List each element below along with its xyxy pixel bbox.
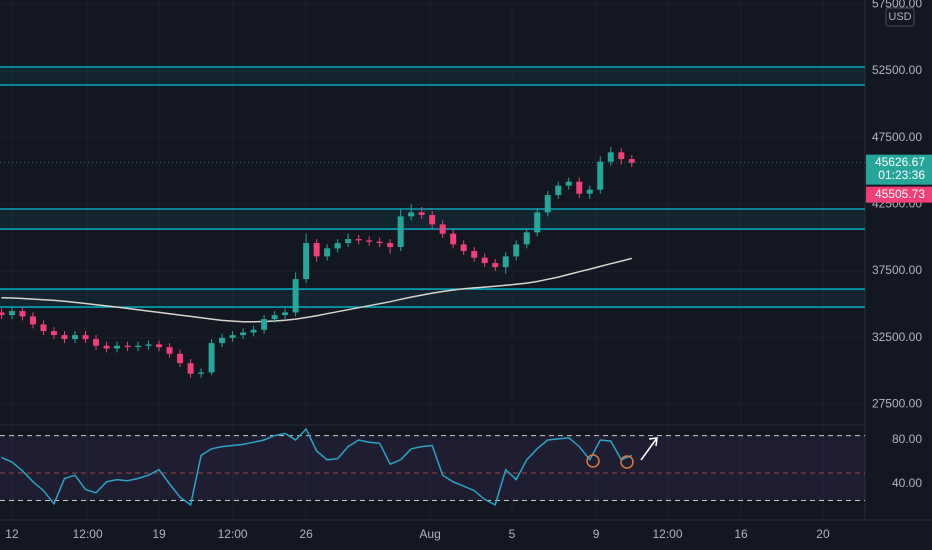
annotation-circle bbox=[586, 454, 600, 468]
candle-body bbox=[219, 337, 226, 344]
candle-body bbox=[135, 345, 142, 348]
candle-body bbox=[271, 315, 278, 320]
currency: USD bbox=[888, 11, 911, 23]
candle-body bbox=[586, 189, 593, 194]
candle-body bbox=[618, 152, 625, 160]
candle-body bbox=[198, 372, 205, 374]
zone-fill bbox=[0, 66, 865, 85]
candle-body bbox=[103, 345, 110, 349]
annotation-arrow bbox=[640, 437, 658, 461]
candle-body bbox=[145, 344, 152, 346]
y-tick-label: 27500.00 bbox=[872, 397, 922, 411]
candle-body bbox=[513, 244, 520, 257]
x-tick-label: 12:00 bbox=[218, 527, 248, 541]
candle-body bbox=[345, 239, 352, 244]
y-tick-label: 32500.00 bbox=[872, 330, 922, 344]
candle-body bbox=[460, 244, 467, 252]
candle-body bbox=[93, 339, 100, 346]
candle-body bbox=[334, 243, 341, 249]
candle-body bbox=[607, 152, 614, 162]
candle-body bbox=[544, 195, 551, 213]
y-tick-label: 52500.00 bbox=[872, 63, 922, 77]
x-tick-label: 16 bbox=[734, 527, 748, 541]
candle-body bbox=[565, 181, 572, 186]
candle-body bbox=[40, 324, 47, 332]
candle-body bbox=[576, 181, 583, 194]
candle-body bbox=[313, 243, 320, 257]
candle-body bbox=[534, 212, 541, 233]
candle-body bbox=[208, 343, 215, 373]
x-tick-label: 12:00 bbox=[652, 527, 682, 541]
countdown-label: 01:23:36 bbox=[878, 168, 925, 182]
currency-box bbox=[885, 7, 915, 27]
candle-body bbox=[397, 216, 404, 248]
candle-body bbox=[450, 233, 457, 245]
rsi-tick-label: 80.00 bbox=[892, 432, 922, 446]
candle-body bbox=[376, 241, 383, 244]
main-layer bbox=[0, 66, 865, 507]
candle-body bbox=[72, 335, 79, 340]
candle-body bbox=[156, 344, 163, 348]
candle-body bbox=[481, 257, 488, 264]
candle-body bbox=[355, 239, 362, 241]
candle-body bbox=[187, 363, 194, 374]
candle-body bbox=[292, 279, 299, 313]
x-tick-label: 12:00 bbox=[73, 527, 103, 541]
candle-body bbox=[502, 256, 509, 268]
x-tick-label: Aug bbox=[419, 527, 440, 541]
candle-body bbox=[114, 345, 121, 349]
x-tick-label: 26 bbox=[299, 527, 313, 541]
y-tick-label: 47500.00 bbox=[872, 130, 922, 144]
candle-body bbox=[303, 243, 310, 280]
candle-body bbox=[29, 316, 36, 325]
candle-body bbox=[471, 251, 478, 258]
marker-price-box bbox=[866, 186, 932, 203]
candle-body bbox=[597, 161, 604, 190]
candle-body bbox=[50, 331, 57, 336]
candle-body bbox=[366, 240, 373, 242]
candle-body bbox=[250, 329, 257, 333]
candle-body bbox=[324, 248, 331, 257]
candle-body bbox=[0, 312, 5, 316]
candle-body bbox=[166, 347, 173, 354]
candle-body bbox=[177, 353, 184, 364]
candle-body bbox=[418, 212, 425, 216]
candle-body bbox=[628, 159, 635, 163]
annotation-circle bbox=[620, 455, 634, 469]
candle-body bbox=[124, 345, 131, 348]
zone-fill bbox=[0, 289, 865, 308]
candle-body bbox=[229, 335, 236, 338]
rsi-tick-label: 40.00 bbox=[892, 476, 922, 490]
candle-body bbox=[240, 332, 247, 336]
marker-price-label: 45505.73 bbox=[875, 187, 925, 201]
moving-average bbox=[1, 257, 632, 323]
rsi-line bbox=[1, 427, 633, 507]
candle-body bbox=[282, 312, 289, 316]
candle-body bbox=[8, 311, 15, 316]
candle-body bbox=[387, 243, 394, 248]
y-tick-label: 37500.00 bbox=[872, 263, 922, 277]
x-tick-label: 9 bbox=[593, 527, 600, 541]
candle-body bbox=[492, 263, 499, 268]
y-tick-label: 57500.00 bbox=[872, 0, 922, 10]
x-tick-label: 5 bbox=[509, 527, 516, 541]
candle-body bbox=[429, 215, 436, 225]
last-price-label: 45626.67 bbox=[875, 155, 925, 169]
candle-body bbox=[439, 224, 446, 234]
candle-body bbox=[61, 335, 68, 340]
last-price-box bbox=[866, 154, 932, 185]
candle-body bbox=[555, 185, 562, 196]
candle-body bbox=[408, 212, 415, 217]
candle-body bbox=[261, 319, 268, 330]
candle-body bbox=[523, 232, 530, 245]
candle-body bbox=[82, 335, 89, 340]
x-tick-label: 12 bbox=[5, 527, 19, 541]
candle-body bbox=[19, 311, 26, 317]
x-tick-label: 19 bbox=[152, 527, 166, 541]
x-tick-label: 20 bbox=[816, 527, 830, 541]
